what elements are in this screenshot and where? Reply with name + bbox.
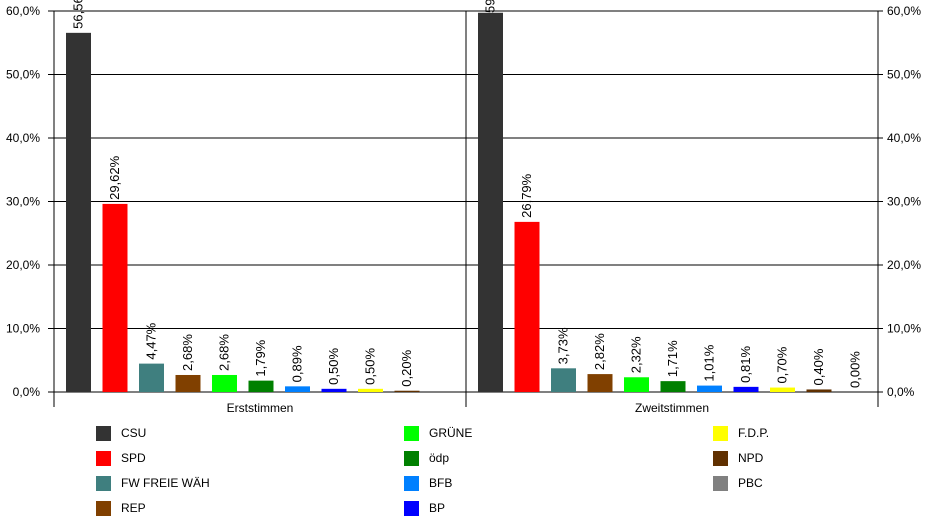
legend-swatch — [404, 425, 419, 441]
legend-swatch — [96, 475, 111, 491]
bar — [102, 203, 128, 392]
data-label: 0,20% — [399, 349, 414, 386]
legend-item: CSU — [96, 425, 146, 441]
data-label: 0,50% — [326, 348, 341, 385]
legend-item: BP — [404, 500, 445, 516]
legend-label: ödp — [429, 451, 450, 465]
data-label: 0,89% — [290, 345, 305, 382]
bar — [806, 389, 832, 392]
legend-swatch — [713, 475, 728, 491]
bar — [321, 388, 347, 392]
data-label: 56,56% — [71, 0, 86, 29]
legend-label: NPD — [738, 451, 764, 465]
data-label: 1,71% — [665, 340, 680, 377]
y-tick-label-right: 40,0% — [887, 131, 921, 145]
bar — [285, 386, 310, 392]
legend-swatch — [404, 475, 419, 491]
data-label: 2,82% — [592, 333, 607, 370]
y-tick-label-right: 30,0% — [887, 195, 921, 209]
y-tick-label-left: 40,0% — [6, 131, 40, 145]
data-label: 3,73% — [556, 327, 571, 364]
category-label: Erststimmen — [227, 401, 294, 415]
y-tick-label-left: 30,0% — [6, 195, 40, 209]
bar — [212, 374, 237, 392]
legend-swatch — [404, 500, 419, 516]
y-tick-label-left: 20,0% — [6, 258, 40, 272]
legend-label: CSU — [121, 426, 147, 440]
legend-item: BFB — [404, 475, 452, 491]
data-label: 0,70% — [775, 346, 790, 383]
legend-item: NPD — [713, 450, 763, 466]
legend: CSU SPD FW FREIE WÄH REP GRÜNE ödp BFB BP F.D.P.… — [96, 425, 836, 525]
legend-label: BP — [429, 501, 446, 515]
y-tick-label-right: 20,0% — [887, 258, 921, 272]
bar — [697, 385, 722, 392]
legend-item: GRÜNE — [404, 425, 472, 441]
data-label: 0,81% — [738, 346, 753, 383]
bar — [624, 377, 649, 392]
y-tick-label-left: 50,0% — [6, 68, 40, 82]
legend-label: PBC — [738, 476, 763, 490]
y-tick-label-right: 10,0% — [887, 322, 921, 336]
bar — [478, 12, 503, 392]
legend-label: SPD — [121, 451, 146, 465]
legend-swatch — [713, 450, 728, 466]
bar — [139, 363, 164, 392]
legend-label: GRÜNE — [429, 426, 473, 440]
category-label: Zweitstimmen — [635, 401, 709, 415]
legend-swatch — [96, 425, 111, 441]
legend-item: F.D.P. — [713, 425, 769, 441]
legend-item: SPD — [96, 450, 146, 466]
bar — [358, 388, 383, 392]
bar — [66, 32, 91, 393]
bar — [551, 368, 576, 392]
data-label: 2,68% — [180, 334, 195, 371]
y-tick-label-right: 50,0% — [887, 68, 921, 82]
legend-label: REP — [121, 501, 146, 515]
data-label: 59,72% — [483, 0, 498, 13]
data-label: 0,00% — [848, 351, 863, 388]
data-label: 1,79% — [253, 339, 268, 376]
bar — [587, 374, 613, 392]
data-label: 2,32% — [629, 336, 644, 373]
legend-label: BFB — [429, 476, 453, 490]
bar — [770, 387, 795, 392]
legend-swatch — [96, 500, 111, 516]
data-label: 0,50% — [363, 348, 378, 385]
data-label: 29,62% — [107, 155, 122, 200]
bar — [514, 221, 540, 392]
legend-item: PBC — [713, 475, 763, 491]
y-tick-label-left: 0,0% — [13, 385, 41, 399]
bar — [660, 381, 686, 392]
bar — [248, 380, 274, 392]
legend-item: FW FREIE WÄH — [96, 475, 210, 491]
y-tick-label-right: 60,0% — [887, 4, 921, 18]
y-tick-label-left: 60,0% — [6, 4, 40, 18]
legend-swatch — [96, 450, 111, 466]
legend-label: FW FREIE WÄH — [121, 476, 210, 490]
y-tick-label-left: 10,0% — [6, 322, 40, 336]
bar — [394, 390, 420, 392]
data-label: 1,01% — [702, 344, 717, 381]
bar-chart: 0,0% 0,0% 10,0% 10,0% 20,0% 20,0% 30,0% 30,0% 40… — [6, 0, 921, 415]
bar — [733, 386, 759, 392]
bar — [175, 374, 201, 392]
legend-item: REP — [96, 500, 146, 516]
legend-swatch — [713, 425, 728, 441]
legend-swatch — [404, 450, 419, 466]
data-label: 26,79% — [519, 173, 534, 218]
legend-label: F.D.P. — [738, 426, 770, 440]
data-label: 4,47% — [144, 322, 159, 359]
y-tick-label-right: 0,0% — [887, 385, 915, 399]
data-label: 0,40% — [811, 348, 826, 385]
legend-item: ödp — [404, 450, 449, 466]
data-label: 2,68% — [217, 334, 232, 371]
